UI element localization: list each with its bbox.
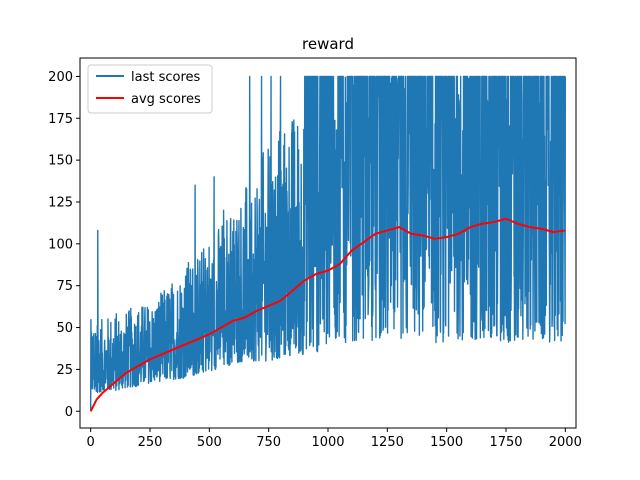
- y-tick-label: 0: [65, 405, 73, 420]
- axis-ticks: 0 250 500 750 1000 1250 1500 1750 2000 0 25 50 75 100…: [48, 70, 582, 450]
- plot-area: [89, 75, 567, 412]
- chart-title: reward: [302, 35, 354, 53]
- x-tick-label: 750: [256, 435, 281, 450]
- x-tick-label: 1000: [311, 435, 344, 450]
- y-tick-label: 75: [56, 279, 73, 294]
- x-tick-label: 1500: [430, 435, 463, 450]
- x-tick-label: 2000: [549, 435, 582, 450]
- x-tick-label: 500: [197, 435, 222, 450]
- legend-label-avg-scores: avg scores: [131, 92, 201, 107]
- y-tick-label: 200: [48, 70, 73, 85]
- series-line-last-scores: [89, 75, 567, 412]
- y-tick-label: 175: [48, 112, 73, 127]
- x-tick-label: 250: [138, 435, 163, 450]
- x-tick-label: 1250: [371, 435, 404, 450]
- y-tick-label: 50: [56, 321, 73, 336]
- x-tick-label: 0: [87, 435, 95, 450]
- y-tick-label: 125: [48, 195, 73, 210]
- series-line-avg-scores: [89, 217, 566, 412]
- x-tick-label: 1750: [489, 435, 522, 450]
- y-tick-label: 150: [48, 154, 73, 169]
- legend: last scores avg scores: [87, 64, 213, 114]
- y-tick-label: 25: [56, 363, 73, 378]
- legend-label-last-scores: last scores: [131, 70, 201, 85]
- y-tick-label: 100: [48, 237, 73, 252]
